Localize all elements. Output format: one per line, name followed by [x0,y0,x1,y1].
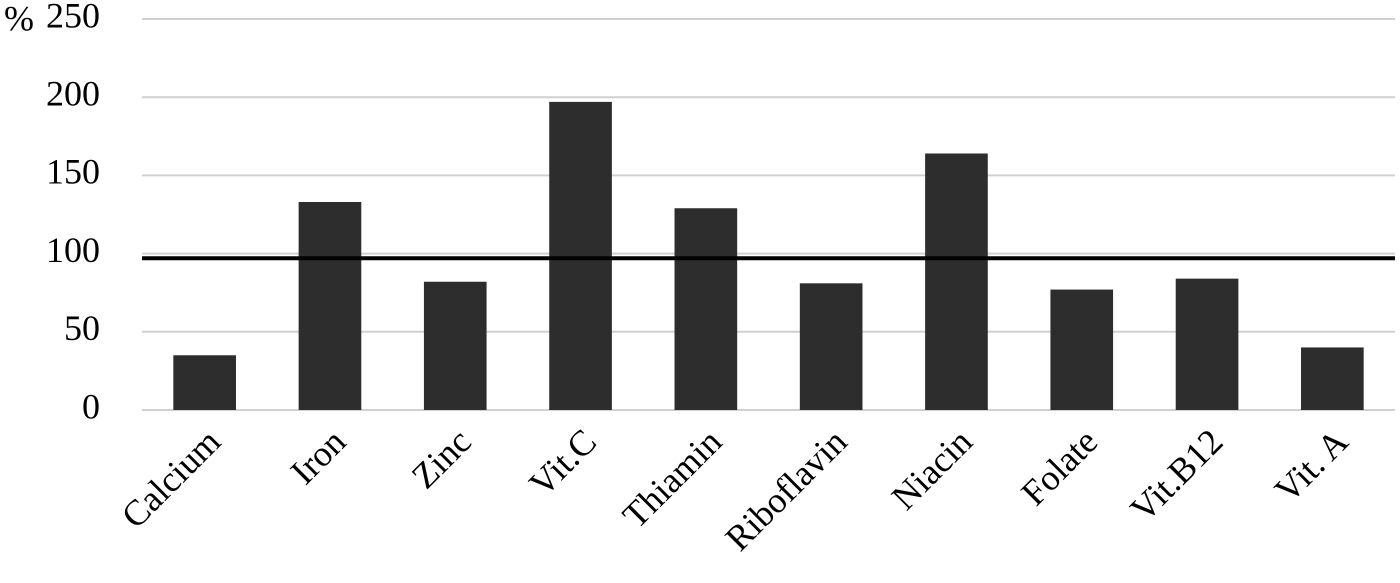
x-tick-label: Vit.C [521,421,604,504]
x-tick-label: Calcium [114,421,229,536]
bar [925,153,988,410]
y-tick-label: 250 [46,0,100,35]
x-tick-label: Zinc [404,421,479,496]
x-tick-label: Vit.B12 [1122,421,1230,529]
y-tick-label: 0 [82,386,100,426]
bar [298,201,362,410]
bar [1175,278,1239,410]
y-tick-label: 200 [46,73,100,113]
bar [1301,347,1364,410]
bar [423,281,487,410]
y-tick-label: 50 [64,308,100,348]
bar [173,355,236,410]
y-tick-label: 100 [46,230,100,270]
bar [1050,289,1114,410]
bar [549,101,612,410]
y-axis-label: % [4,0,34,38]
x-tick-label: Thiamin [615,421,730,536]
x-tick-label: Vit. A [1267,421,1356,510]
y-tick-label: 150 [46,152,100,192]
bar [799,283,863,410]
bar [674,208,738,410]
x-tick-label: Iron [283,421,354,492]
x-tick-label: Riboflavin [717,421,854,558]
x-tick-label: Niacin [884,421,980,517]
x-tick-label: Folate [1013,421,1105,513]
